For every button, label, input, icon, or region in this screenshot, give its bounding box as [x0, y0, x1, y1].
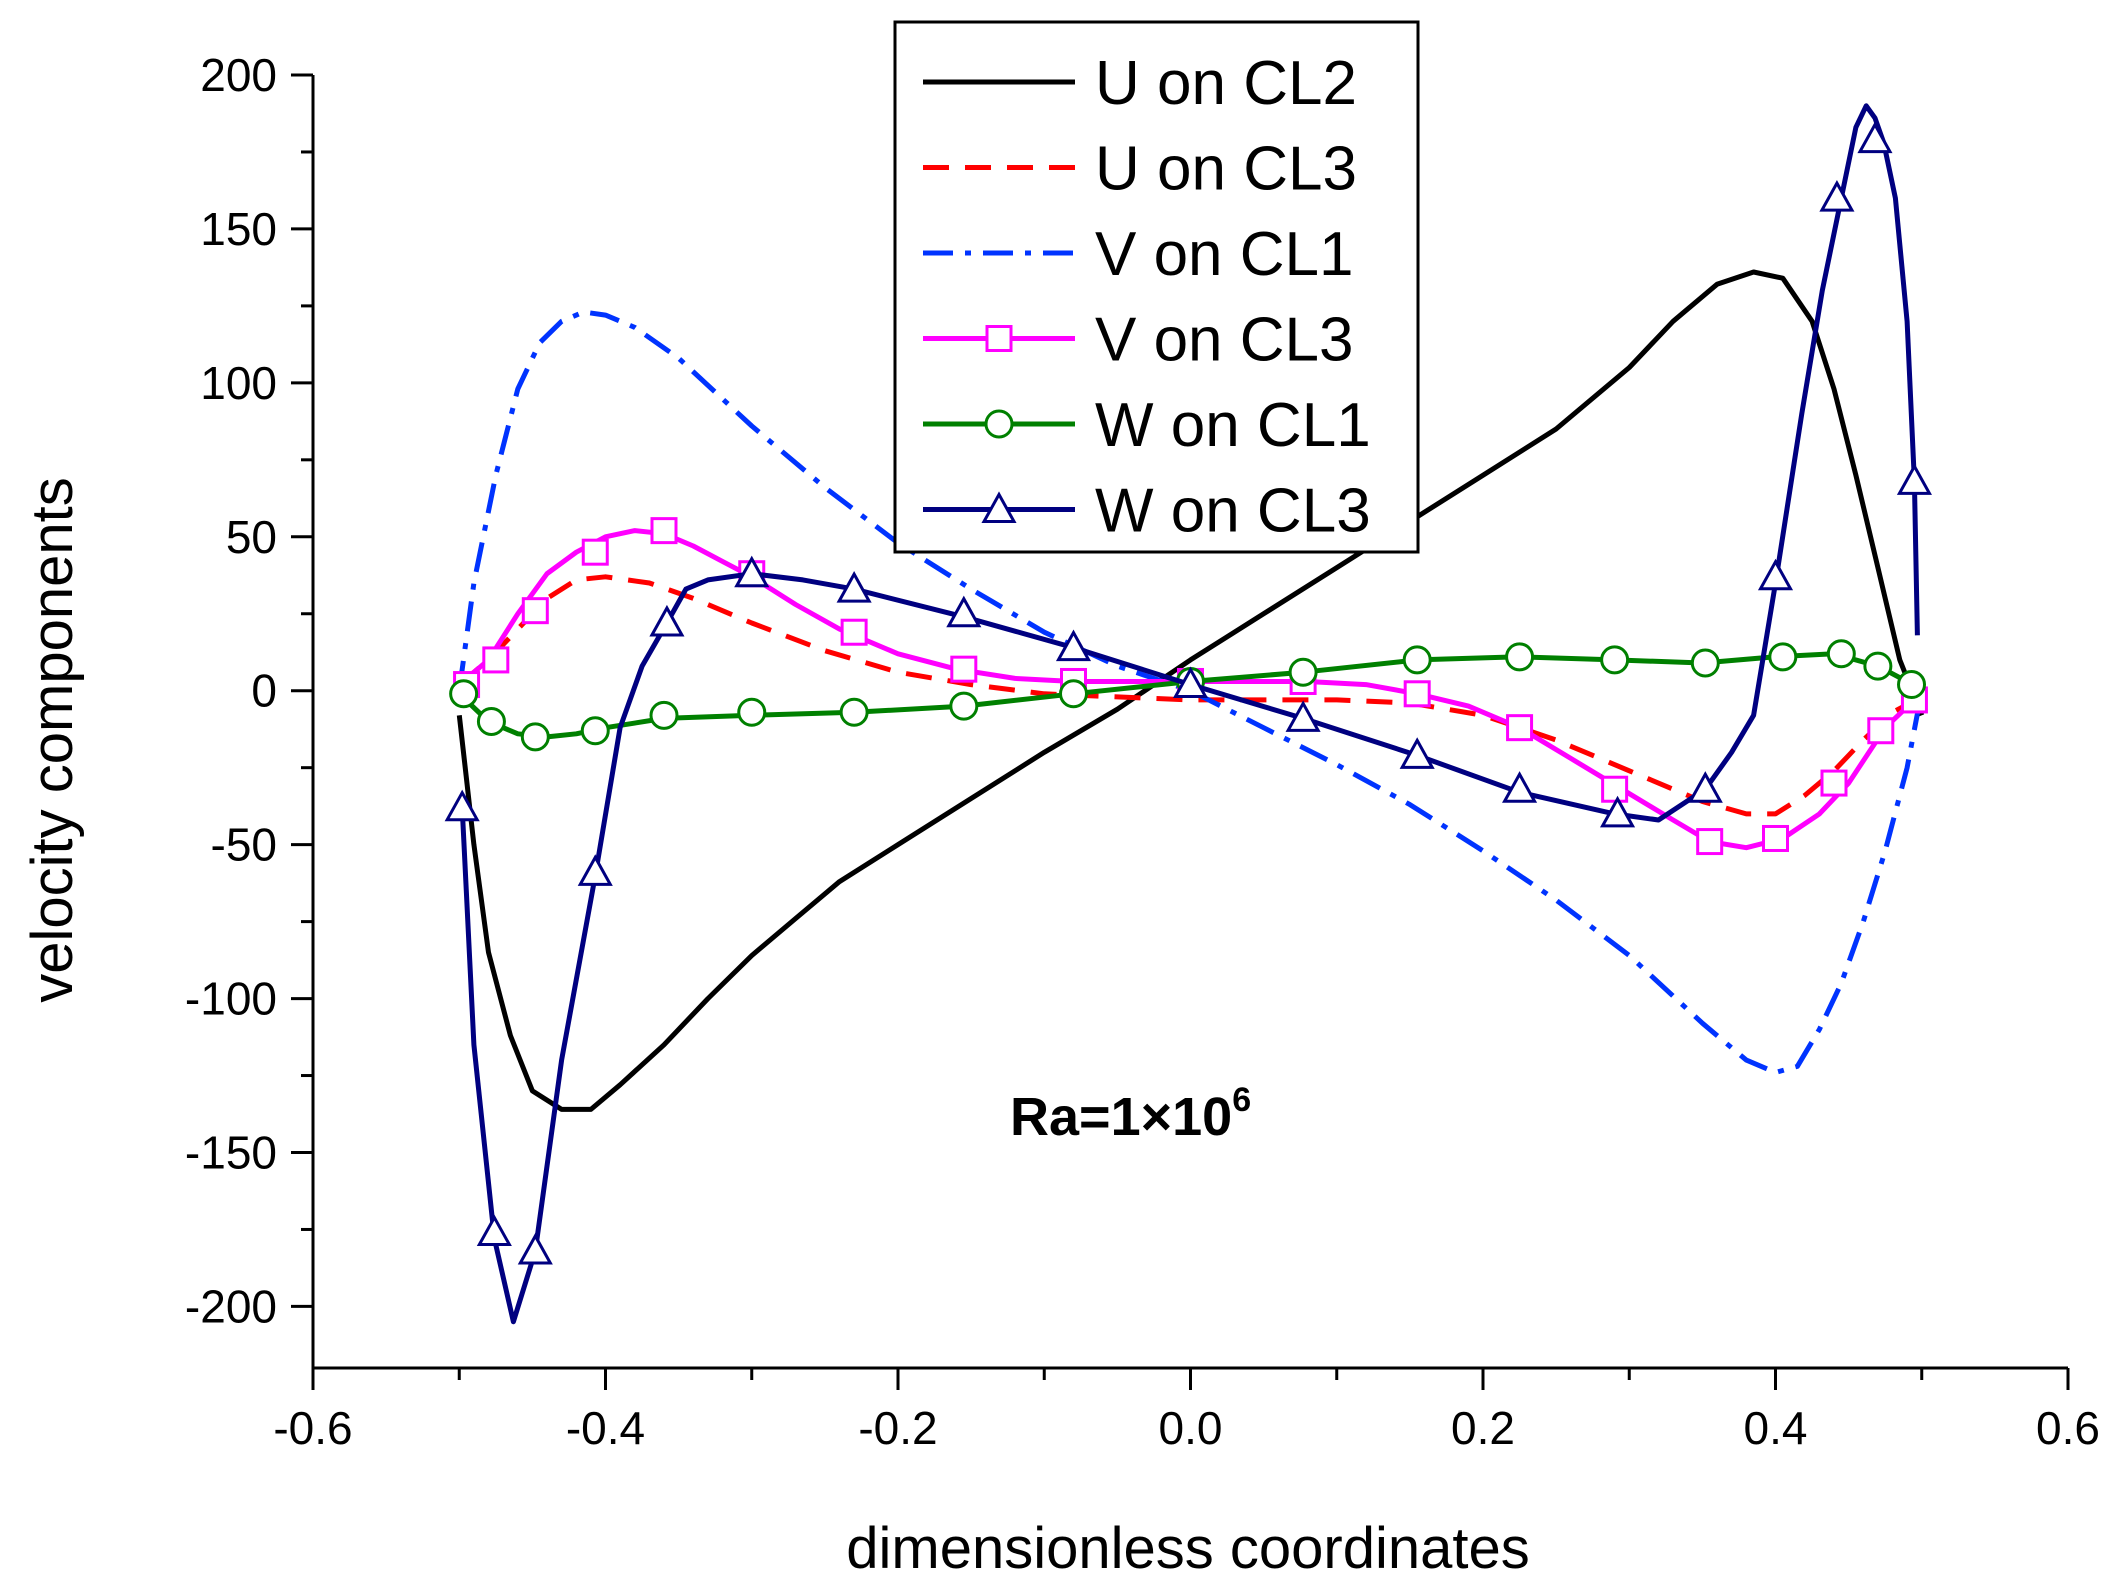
- x-tick-label: -0.4: [566, 1402, 645, 1454]
- data-point-w-on-cl1: [449, 679, 479, 709]
- data-point-w-on-cl1: [1505, 642, 1535, 672]
- y-tick-label: -200: [185, 1280, 277, 1332]
- data-point-w-on-cl3: [1172, 666, 1209, 699]
- data-point-w-on-cl1: [737, 697, 767, 727]
- legend-marker: [984, 409, 1014, 439]
- data-point-v-on-cl3: [1506, 714, 1534, 742]
- data-point-v-on-cl3: [1867, 717, 1895, 745]
- legend-marker: [985, 325, 1013, 352]
- legend: U on CL2 U on CL3 V on CL1 V on CL3 W on CL1…: [893, 20, 1420, 554]
- legend-label: V on CL3: [1095, 306, 1354, 375]
- data-point-w-on-cl3: [1819, 180, 1855, 212]
- data-point-w-on-cl1: [520, 722, 550, 752]
- legend-label: W on CL1: [1095, 391, 1371, 460]
- data-point-w-on-cl3: [444, 789, 480, 822]
- data-point-v-on-cl3: [650, 517, 678, 545]
- legend-marker: [981, 491, 1017, 523]
- data-point-w-on-cl3: [1399, 737, 1435, 769]
- x-tick-label: -0.6: [273, 1402, 352, 1454]
- data-point-w-on-cl1: [1288, 657, 1318, 687]
- series-u-on-cl3: [457, 574, 1923, 817]
- x-tick-label: -0.2: [858, 1402, 937, 1454]
- series-line-w-on-cl3: [459, 103, 1920, 1325]
- legend-item-v-on-cl1: V on CL1: [923, 220, 1354, 289]
- data-point-w-on-cl3: [946, 595, 982, 628]
- data-point-w-on-cl1: [1059, 679, 1088, 709]
- data-point-w-on-cl1: [649, 700, 679, 730]
- legend-item-v-on-cl3: V on CL3: [923, 306, 1354, 375]
- data-point-w-on-cl1: [1768, 642, 1798, 672]
- y-tick-label: 150: [200, 203, 277, 255]
- data-point-w-on-cl3: [1857, 121, 1893, 154]
- legend-label: W on CL3: [1095, 477, 1371, 546]
- axes: -0.6 -0.4 -0.2 0.0 0.2 0.4 0.6 -200 -150 -100 -50 0…: [185, 49, 2100, 1454]
- legend-box: [893, 20, 1420, 554]
- y-tick-label: -100: [185, 973, 277, 1025]
- data-point-w-on-cl1: [839, 697, 869, 727]
- y-tick-label: -150: [185, 1127, 277, 1179]
- data-point-w-on-cl3: [517, 1232, 553, 1265]
- series-line-u-on-cl3: [457, 574, 1923, 817]
- data-point-v-on-cl3: [1820, 769, 1848, 797]
- y-tick-label: 0: [251, 665, 277, 717]
- series-line-w-on-cl1: [457, 651, 1924, 740]
- data-point-w-on-cl1: [1402, 645, 1432, 675]
- legend-label: U on CL2: [1095, 49, 1357, 118]
- legend-item-u-on-cl3: U on CL3: [923, 135, 1357, 204]
- data-point-w-on-cl3: [577, 854, 613, 886]
- legend-label: V on CL1: [1095, 220, 1354, 289]
- legend-item-w-on-cl1: W on CL1: [923, 391, 1371, 460]
- legend-item-w-on-cl3: W on CL3: [923, 477, 1371, 546]
- data-point-w-on-cl1: [949, 691, 979, 721]
- legend-label: U on CL3: [1095, 135, 1357, 204]
- data-point-w-on-cl3: [1600, 795, 1636, 828]
- series-layer: [444, 103, 1932, 1325]
- data-point-w-on-cl1: [1690, 648, 1720, 678]
- annotation-base: Ra=1×10: [1010, 1087, 1232, 1147]
- data-point-w-on-cl1: [1863, 651, 1893, 681]
- x-tick-label: 0.0: [1159, 1402, 1223, 1454]
- data-point-w-on-cl3: [734, 555, 770, 588]
- annotation-exponent: 6: [1232, 1081, 1251, 1119]
- x-tick-label: 0.6: [2036, 1402, 2100, 1454]
- data-point-w-on-cl3: [1285, 700, 1321, 732]
- data-point-w-on-cl3: [1687, 771, 1723, 803]
- data-point-w-on-cl3: [1055, 629, 1092, 662]
- y-tick-label: 100: [200, 357, 277, 409]
- annotation-ra: Ra=1×106: [1010, 1081, 1251, 1147]
- x-tick-label: 0.4: [1744, 1402, 1808, 1454]
- series-w-on-cl3: [444, 103, 1932, 1325]
- data-point-v-on-cl3: [482, 646, 510, 674]
- y-axis-title: velocity components: [20, 477, 85, 1002]
- data-point-w-on-cl1: [580, 716, 610, 746]
- data-point-w-on-cl1: [1826, 639, 1856, 669]
- data-point-w-on-cl3: [1757, 558, 1794, 591]
- data-point-v-on-cl3: [1601, 775, 1629, 803]
- data-point-w-on-cl3: [649, 604, 685, 637]
- y-tick-label: 50: [226, 511, 277, 563]
- series-w-on-cl1: [449, 639, 1927, 752]
- data-point-v-on-cl3: [521, 597, 549, 625]
- x-axis-title: dimensionless coordinates: [846, 1516, 1529, 1581]
- data-point-w-on-cl3: [476, 1214, 512, 1247]
- data-point-w-on-cl1: [476, 707, 506, 736]
- data-point-w-on-cl1: [1600, 645, 1630, 675]
- data-point-v-on-cl3: [1403, 680, 1431, 708]
- data-point-w-on-cl3: [836, 571, 872, 603]
- data-point-v-on-cl3: [1696, 828, 1724, 856]
- legend-item-u-on-cl2: U on CL2: [923, 49, 1357, 118]
- y-tick-label: -50: [211, 819, 277, 871]
- data-point-w-on-cl1: [1897, 670, 1927, 700]
- data-point-v-on-cl3: [581, 538, 609, 566]
- data-point-v-on-cl3: [840, 618, 868, 646]
- y-tick-label: 200: [200, 49, 277, 101]
- x-tick-label: 0.2: [1451, 1402, 1515, 1454]
- data-point-w-on-cl3: [1502, 771, 1538, 803]
- data-point-w-on-cl3: [1896, 463, 1932, 495]
- data-point-v-on-cl3: [950, 655, 978, 683]
- data-point-v-on-cl3: [1762, 824, 1789, 852]
